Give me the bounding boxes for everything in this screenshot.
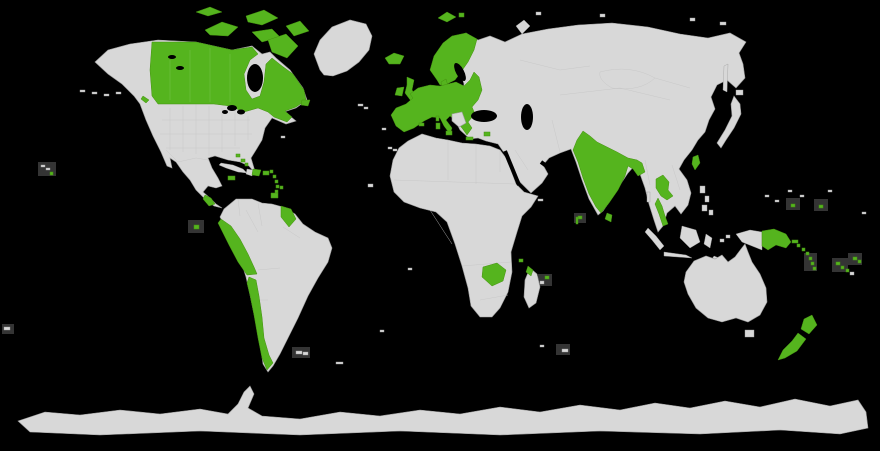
pacific-green-speck [49,171,54,176]
country-thailand-peninsula [654,197,669,227]
region-java [663,251,693,259]
country-guyana [280,205,297,228]
country-canada [149,41,307,123]
country-barbados [279,185,284,190]
region-philippines [699,185,714,216]
gray-landmasses [3,11,869,436]
canada-province-lines [169,48,231,102]
country-thailand [655,174,674,201]
great-lake-1 [227,105,237,111]
country-taiwan [691,154,701,171]
great-slave-lake [176,66,184,70]
country-india [572,130,646,214]
country-madagascar-north [525,265,534,277]
red-sea [503,150,521,186]
country-ireland [394,86,405,97]
great-bear-lake [168,55,176,59]
caribbean-green-islands [227,153,284,199]
country-cyprus [483,131,491,137]
country-new-zealand-north [800,314,818,335]
region-sulawesi [703,233,713,249]
region-madagascar [523,267,541,309]
region-tasmania [744,329,755,338]
region-cuba [218,162,248,174]
country-bahamas-3 [244,162,249,167]
region-sakhalin [722,63,729,93]
region-borneo [679,225,701,249]
great-lake-3 [222,110,228,114]
region-japan [716,95,742,149]
misc-gray-islets [3,11,867,365]
country-jamaica [227,175,236,181]
country-leeward-2 [272,174,277,179]
country-trinidad [270,192,279,199]
country-svalbard-east [458,12,465,18]
mediterranean-green-islands [418,115,491,141]
country-windward-1 [274,179,279,184]
country-canada-arctic-islands [140,6,311,107]
region-antarctica [17,385,869,436]
region-west-new-guinea [735,229,763,251]
country-zimbabwe [481,262,507,287]
country-sri-lanka [604,212,613,223]
country-peru [217,218,258,276]
region-haiti [245,168,254,177]
hudson-bay [247,64,263,92]
region-hokkaido [735,89,744,96]
region-balkans-gray [451,111,467,128]
country-kiribati [818,204,824,209]
country-costa-rica [202,194,216,207]
country-bahamas-2 [240,158,246,163]
country-windward-2 [275,184,280,189]
inner-borders [160,59,691,301]
country-balearics [418,122,425,127]
caspian-sea [521,104,533,130]
country-svalbard [437,11,457,23]
country-crete [465,136,474,141]
country-sicily [445,130,453,136]
water-overlays [168,55,554,186]
country-maldives [575,216,579,225]
country-bahamas-1 [235,153,241,158]
black-sea [471,110,497,122]
great-lake-2 [237,109,245,115]
region-eurasia [454,22,747,233]
country-dominican-republic [251,168,262,177]
country-grenada [274,189,279,194]
country-corsica [435,115,440,122]
country-leeward-1 [269,169,274,174]
country-new-zealand-south [777,332,807,361]
country-seychelles [577,215,583,220]
country-samoa [852,256,862,264]
country-fiji [835,261,845,270]
country-new-britain [791,239,799,244]
country-papua-new-guinea [761,228,792,251]
country-mauritius [544,275,550,280]
country-solomon-islands [796,243,810,256]
region-greenland [313,19,373,77]
country-puerto-rico [262,170,270,176]
country-nauru [790,203,796,208]
region-novaya-zemlya [515,19,531,35]
country-galapagos [193,224,200,230]
highlighted-countries [49,6,862,371]
country-iceland [384,52,405,65]
country-vanuatu [808,256,817,271]
region-sumatra [644,227,665,251]
artifact-vanuatu [804,253,817,271]
country-sardinia [435,122,441,130]
region-scandinavia [429,32,478,86]
country-tonga [845,268,850,273]
persian-gulf [539,160,554,172]
country-comoros [518,258,524,263]
country-chile [246,276,274,371]
region-australia [683,243,768,323]
baltic-sea [454,62,466,82]
